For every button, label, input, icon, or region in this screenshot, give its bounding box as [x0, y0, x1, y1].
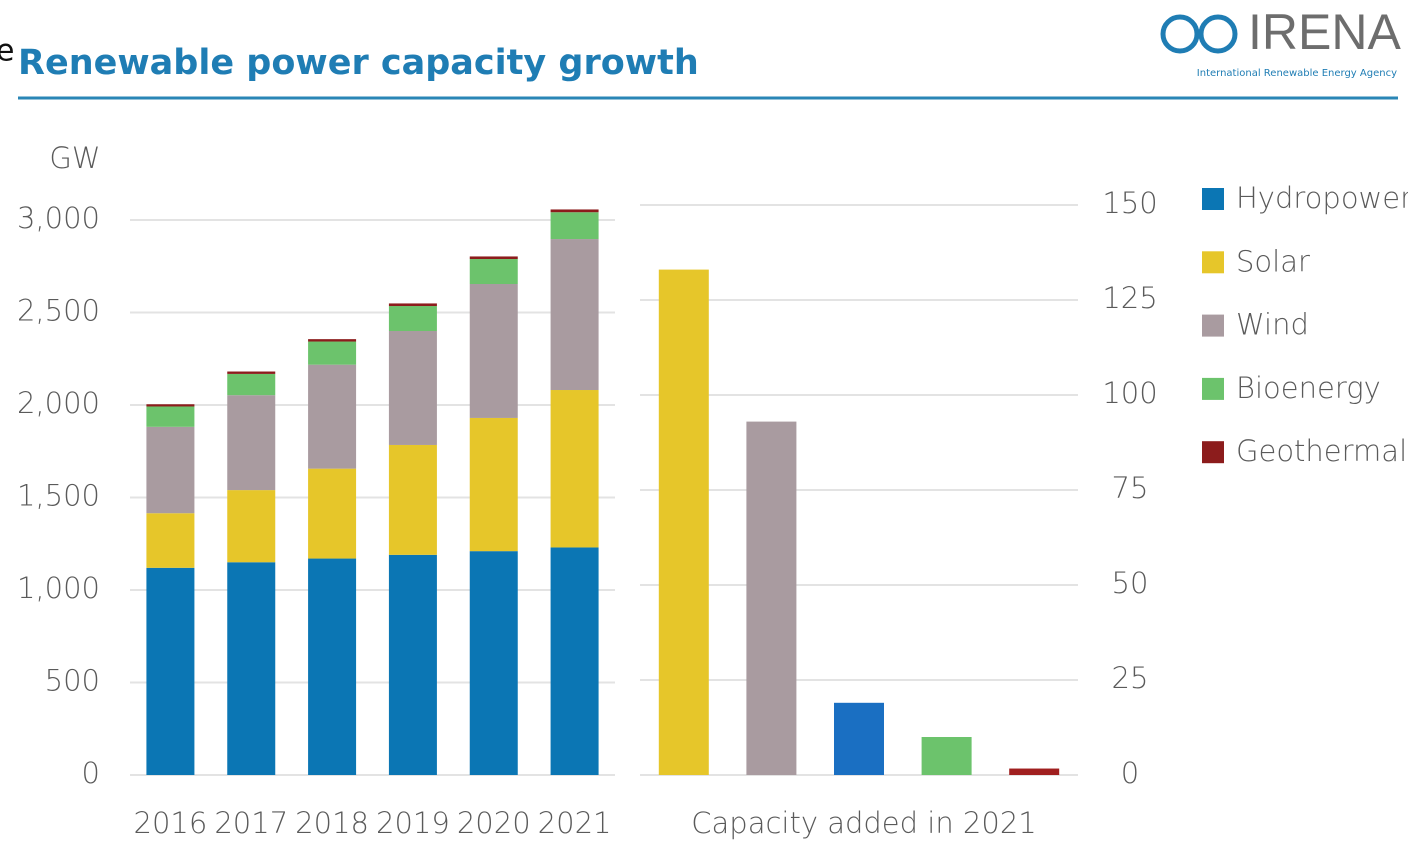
bar-segment	[146, 513, 195, 568]
bar-segment	[388, 554, 437, 775]
bar-segment	[550, 212, 599, 240]
legend-label: Hydropower	[1236, 181, 1408, 215]
x-axis-label: Capacity added in 2021	[691, 806, 1036, 840]
logo-text: IRENA	[1248, 4, 1401, 60]
bar-segment	[388, 331, 437, 445]
logo-mark	[1160, 14, 1238, 54]
bar-segment	[388, 444, 437, 555]
y-tick-label: 0	[1121, 756, 1139, 790]
x-tick-label: 2019	[376, 806, 450, 840]
y-tick-label: 2,000	[17, 386, 100, 420]
logo-ring	[1198, 14, 1238, 54]
bar-segment	[308, 558, 357, 775]
legend-label: Wind	[1236, 308, 1309, 342]
bar-segment	[227, 371, 276, 374]
bar-segment	[146, 404, 195, 407]
x-tick-label: 2020	[457, 806, 531, 840]
legend-label: Geothermal	[1236, 434, 1407, 468]
y-tick-label: 1,000	[17, 571, 100, 605]
bar-segment	[227, 395, 276, 491]
bar-segment	[550, 547, 599, 775]
bar-segment	[308, 468, 357, 559]
x-tick-label: 2018	[295, 806, 369, 840]
bar-segment	[308, 341, 357, 365]
legend-label: Bioenergy	[1236, 371, 1381, 405]
y-tick-label: 100	[1102, 376, 1157, 410]
x-tick-label: 2016	[134, 806, 208, 840]
bar	[746, 421, 797, 775]
y-axis-label: GW	[49, 141, 100, 175]
bar-segment	[146, 426, 195, 514]
y-tick-label: 150	[1102, 186, 1157, 220]
bar	[1009, 768, 1060, 775]
bar-segment	[469, 259, 518, 285]
x-tick-label: 2021	[538, 806, 612, 840]
chart-title: Renewable power capacity growth	[18, 43, 699, 83]
y-tick-label: 25	[1112, 661, 1149, 695]
y-tick-label: 0	[82, 756, 100, 790]
bar-segment	[308, 364, 357, 469]
y-tick-label: 2,500	[17, 294, 100, 328]
bar-segment	[308, 339, 357, 342]
bar-segment	[469, 284, 518, 418]
bar	[834, 702, 884, 775]
bar-segment	[388, 306, 437, 331]
bar-segment	[550, 209, 599, 213]
y-tick-label: 500	[45, 664, 100, 698]
bar-segment	[146, 406, 195, 427]
bar-segment	[469, 417, 518, 552]
bar-segment	[146, 567, 195, 775]
y-tick-label: 125	[1102, 281, 1157, 315]
legend-label: Solar	[1236, 244, 1310, 278]
legend-swatch	[1202, 188, 1224, 210]
bar-segment	[469, 256, 518, 260]
y-tick-label: 75	[1112, 471, 1149, 505]
bar-segment	[227, 562, 276, 775]
cropped-text: e	[0, 34, 14, 69]
bar-segment	[227, 373, 276, 396]
y-tick-label: 1,500	[17, 479, 100, 513]
bar	[921, 737, 972, 775]
y-tick-label: 3,000	[17, 201, 100, 235]
legend-swatch	[1202, 441, 1224, 464]
bar-segment	[388, 303, 437, 307]
logo-ring	[1160, 14, 1200, 54]
legend-swatch	[1202, 377, 1224, 400]
bar-segment	[469, 551, 518, 775]
legend-swatch	[1202, 314, 1224, 337]
bar-segment	[550, 390, 599, 548]
bar	[658, 269, 709, 775]
y-tick-label: 50	[1112, 566, 1149, 600]
bar-segment	[550, 239, 599, 391]
legend-swatch	[1202, 251, 1224, 274]
x-tick-label: 2017	[214, 806, 288, 840]
bar-segment	[227, 490, 276, 563]
agency-name: International Renewable Energy Agency	[1197, 68, 1397, 79]
